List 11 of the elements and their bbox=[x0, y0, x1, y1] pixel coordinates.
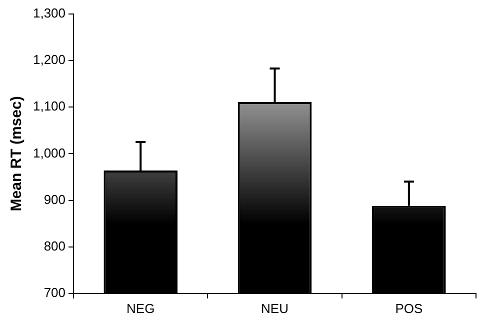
x-tick-label: NEU bbox=[261, 300, 288, 316]
x-tick-label: NEG bbox=[126, 300, 155, 316]
y-tick-label: 1,300 bbox=[32, 6, 66, 21]
y-tick-label: 1,000 bbox=[32, 145, 66, 160]
y-tick-label: 700 bbox=[44, 284, 66, 300]
y-tick-label: 800 bbox=[44, 238, 66, 254]
y-axis-title: Mean RT (msec) bbox=[8, 96, 26, 212]
y-tick-label: 1,200 bbox=[32, 52, 66, 68]
y-tick-label: 1,100 bbox=[32, 98, 66, 114]
x-tick-label: POS bbox=[395, 300, 423, 316]
y-tick-label: 900 bbox=[44, 192, 66, 207]
